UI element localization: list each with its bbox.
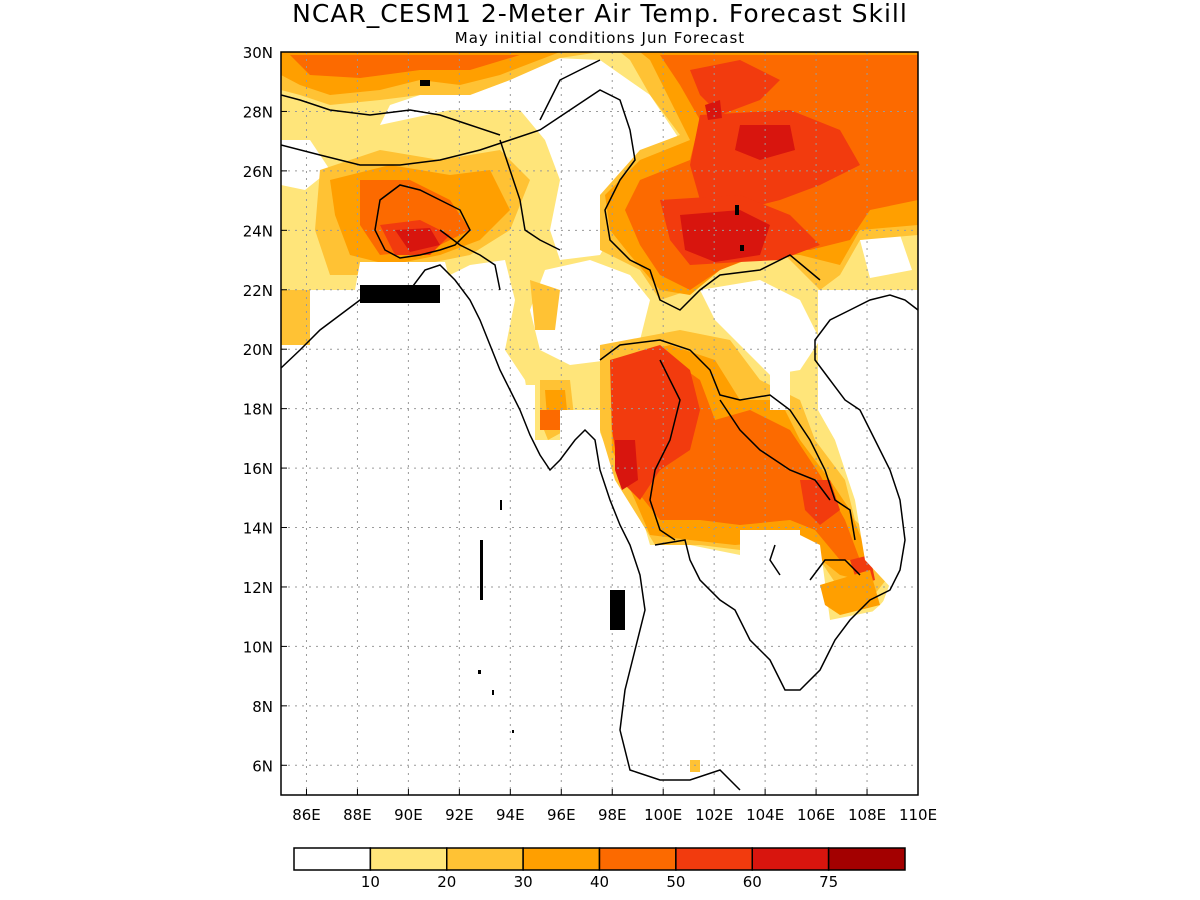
lon-tick-label: 98E [598,806,627,824]
lon-tick-label: 100E [644,806,682,824]
lon-tick-label: 90E [394,806,423,824]
islands [360,80,744,733]
lat-tick-label: 14N [243,520,273,538]
lon-tick-label: 96E [547,806,576,824]
lat-tick-label: 26N [243,163,273,181]
colorbar-label: 10 [361,873,380,891]
colorbar-label: 75 [819,873,838,891]
lon-tick-label: 86E [292,806,321,824]
lon-tick-label: 110E [899,806,937,824]
lat-tick-label: 12N [243,579,273,597]
lat-tick-label: 10N [243,638,273,656]
lat-tick-label: 8N [252,698,273,716]
colorbar-swatch [598,847,677,871]
lat-tick-label: 20N [243,341,273,359]
map-title: NCAR_CESM1 2-Meter Air Temp. Forecast Sk… [292,0,908,28]
colorbar: 10 20 30 40 50 60 75 [293,847,906,891]
lon-tick-label: 88E [343,806,372,824]
lon-tick-label: 94E [496,806,525,824]
lat-tick-label: 28N [243,103,273,121]
colorbar-swatch [446,847,524,871]
colorbar-label: 40 [590,873,609,891]
lat-tick-label: 24N [243,222,273,240]
lat-tick-label: 18N [243,401,273,419]
lat-tick-label: 22N [243,282,273,300]
map-subtitle: May initial conditions Jun Forecast [454,29,746,47]
colorbar-swatch [675,847,753,871]
lon-tick-label: 102E [695,806,733,824]
lon-tick-label: 92E [445,806,474,824]
latitude-tick-labels: 30N 28N 26N 24N 22N 20N 18N 16N 14N 12N 10N 8N 6N [243,44,273,775]
skill-shading [281,52,918,795]
lon-tick-label: 104E [746,806,784,824]
colorbar-swatch [522,847,601,871]
lat-tick-label: 6N [252,757,273,775]
colorbar-swatch [293,847,372,871]
colorbar-label: 20 [437,873,456,891]
colorbar-label: 60 [743,873,762,891]
colorbar-swatch [827,847,906,871]
lon-tick-label: 108E [848,806,886,824]
colorbar-label: 30 [514,873,533,891]
lon-tick-label: 106E [797,806,835,824]
colorbar-label: 50 [666,873,685,891]
lat-tick-label: 30N [243,44,273,62]
colorbar-swatch [369,847,448,871]
longitude-tick-labels: 86E 88E 90E 92E 94E 96E 98E 100E 102E 104E 106E 108… [292,806,937,824]
map-gridlines [281,51,919,795]
lat-tick-label: 16N [243,460,273,478]
plot-frame [280,51,919,796]
colorbar-swatch [751,847,830,871]
